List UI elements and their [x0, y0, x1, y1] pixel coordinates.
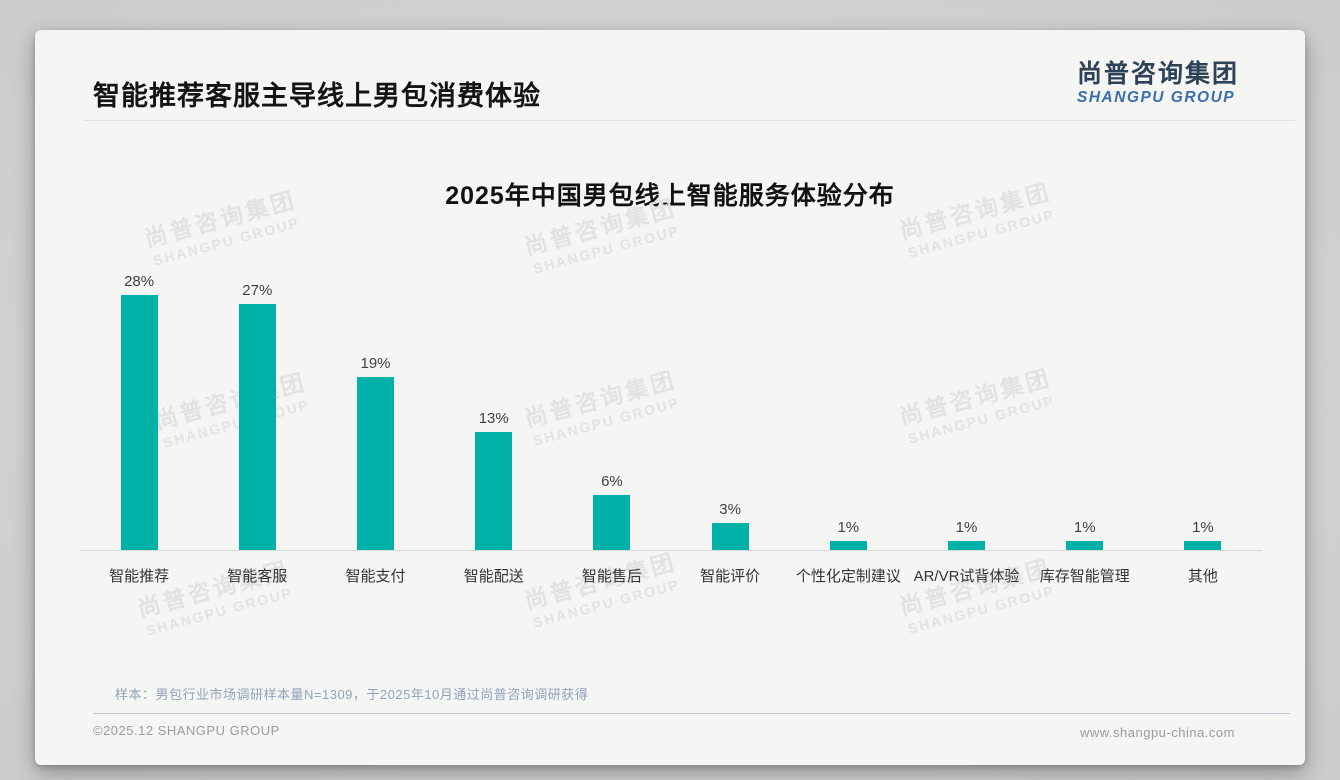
bar-group: 1% [1026, 260, 1144, 550]
bar [238, 304, 276, 550]
watermark-english-text: SHANGPU GROUP [144, 584, 295, 639]
bar-chart-plot-area: 28% 27% 19% 13% 6% 3% 1% 1% 1% 1% [80, 260, 1262, 550]
bar [593, 495, 631, 550]
company-logo: 尚普咨询集团 SHANGPU GROUP [1077, 60, 1239, 107]
category-label: 智能客服 [227, 568, 288, 585]
bar [475, 432, 513, 550]
watermark-english-text: SHANGPU GROUP [906, 582, 1057, 637]
bar [711, 523, 749, 550]
header-divider [83, 120, 1295, 121]
category-label: 智能推荐 [109, 568, 170, 585]
bar [357, 377, 394, 550]
chart-title: 2025年中国男包线上智能服务体验分布 [445, 182, 895, 210]
x-axis-line [80, 550, 1262, 551]
category-label: 智能评价 [700, 568, 761, 585]
bar-value-label: 3% [719, 501, 741, 518]
bar-value-label: 1% [1192, 519, 1214, 536]
category-label: 智能配送 [463, 568, 524, 585]
bar [829, 541, 867, 550]
slide-card: 智能推荐客服主导线上男包消费体验 尚普咨询集团 SHANGPU GROUP 20… [35, 30, 1305, 765]
bar-value-label: 1% [837, 519, 860, 536]
bar-value-label: 28% [124, 273, 155, 290]
category-label: 智能售后 [581, 568, 642, 585]
sample-footnote: 样本：男包行业市场调研样本量N=1309，于2025年10月通过尚普咨询调研获得 [115, 687, 589, 702]
logo-chinese-name: 尚普咨询集团 [1076, 60, 1239, 88]
footer-website: www.shangpu-china.com [1079, 725, 1235, 740]
bar [120, 295, 158, 550]
bar-group: 13% [435, 260, 553, 550]
logo-english-name: SHANGPU GROUP [1076, 88, 1236, 106]
footer-divider [93, 713, 1290, 714]
bar [948, 541, 986, 550]
bar-value-label: 6% [601, 473, 623, 490]
bar [1184, 541, 1222, 550]
bar [1066, 541, 1104, 550]
bar-group: 3% [671, 260, 789, 550]
bar-value-label: 1% [1073, 519, 1096, 536]
x-axis-labels: 智能推荐 智能客服 智能支付 智能配送 智能售后 智能评价 个性化定制建议 AR/VR试背体验… [80, 551, 1262, 586]
bar-value-label: 1% [955, 519, 978, 536]
footer-copyright: ©2025.12 SHANGPU GROUP [93, 723, 280, 738]
bar-group: 6% [553, 260, 671, 550]
category-label: 库存智能管理 [1039, 568, 1130, 585]
bar-group: 1% [907, 260, 1025, 550]
category-label: 智能支付 [345, 568, 406, 585]
bar-group: 1% [789, 260, 907, 550]
bar-group: 28% [80, 260, 198, 550]
bar-value-label: 19% [360, 355, 391, 372]
watermark-english-text: SHANGPU GROUP [906, 206, 1057, 261]
bar-value-label: 13% [478, 410, 509, 427]
category-label: 个性化定制建议 [795, 568, 901, 585]
bar-group: 1% [1144, 260, 1262, 550]
page-title: 智能推荐客服主导线上男包消费体验 [93, 81, 541, 111]
category-label: 其他 [1187, 568, 1218, 585]
bar-group: 19% [316, 260, 434, 550]
bar-group: 27% [198, 260, 316, 550]
category-label: AR/VR试背体验 [913, 568, 1020, 585]
bar-value-label: 27% [242, 282, 273, 299]
